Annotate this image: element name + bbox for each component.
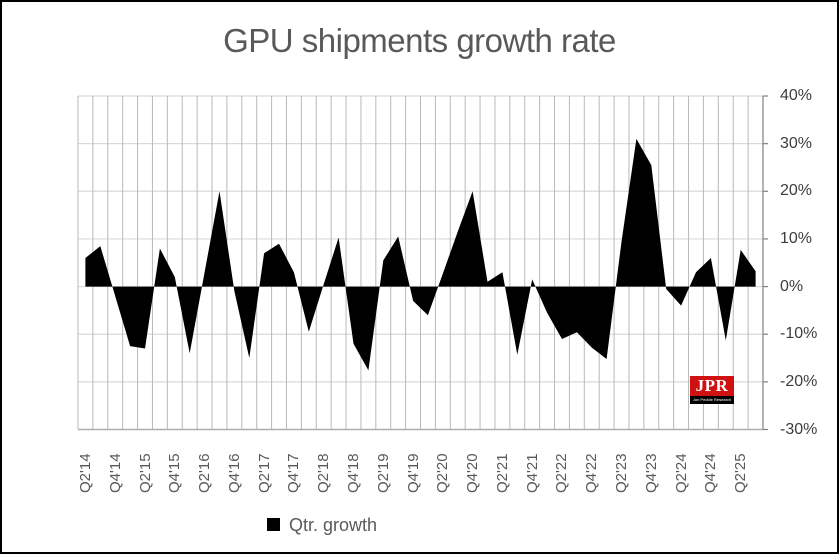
x-axis-label: Q2'17 <box>255 453 273 493</box>
x-axis-label: Q2'15 <box>136 453 154 493</box>
x-axis-label: Q2'16 <box>196 453 214 493</box>
x-axis-label: Q2'20 <box>434 453 452 493</box>
jpr-logo-subtext: Jon Peddie Research <box>690 396 734 404</box>
y-axis-label: -10% <box>780 325 818 343</box>
x-axis-label: Q2'19 <box>374 453 392 493</box>
x-axis-label: Q4'23 <box>642 453 660 493</box>
legend-marker-swatch <box>267 518 280 531</box>
x-axis-label: Q4'17 <box>285 453 303 493</box>
x-axis-label: Q2'14 <box>76 453 94 493</box>
x-axis-label: Q2'18 <box>315 453 333 493</box>
y-axis-label: 30% <box>780 134 813 152</box>
x-axis-label: Q2'23 <box>613 453 631 493</box>
x-axis-label: Q2'21 <box>493 453 511 493</box>
y-axis-label: 20% <box>780 182 813 200</box>
y-axis-label: -20% <box>780 372 818 390</box>
y-axis-label: 0% <box>780 277 804 295</box>
x-axis-label: Q2'22 <box>553 453 571 493</box>
jpr-logo-text: JPR <box>690 376 734 396</box>
legend-label: Qtr. growth <box>289 515 378 535</box>
y-axis-label: 10% <box>780 229 813 247</box>
y-axis-label: -30% <box>780 420 818 438</box>
growth-area-series <box>85 138 756 371</box>
x-axis-label: Q4'21 <box>523 453 541 493</box>
chart-title: GPU shipments growth rate <box>223 22 616 59</box>
x-axis-label: Q4'22 <box>583 453 601 493</box>
x-axis-label: Q4'15 <box>166 453 184 493</box>
jpr-logo: JPR Jon Peddie Research <box>690 376 734 404</box>
x-axis-label: Q4'16 <box>225 453 243 493</box>
y-axis-label: 40% <box>780 87 813 104</box>
x-axis-label: Q2'25 <box>732 453 750 493</box>
x-axis-label: Q4'14 <box>106 453 124 493</box>
x-axis-label: Q4'24 <box>702 453 720 493</box>
x-axis-label: Q4'18 <box>344 453 362 493</box>
x-axis-label: Q4'19 <box>404 453 422 493</box>
x-axis-label: Q4'20 <box>464 453 482 493</box>
x-axis-label: Q2'24 <box>672 453 690 493</box>
